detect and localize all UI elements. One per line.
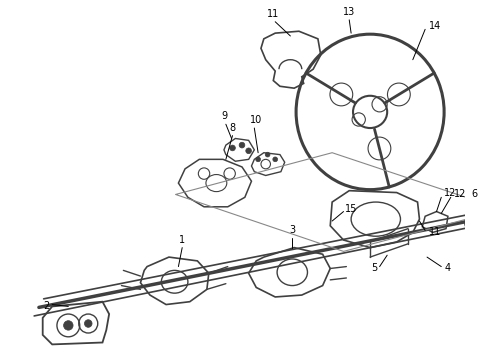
Circle shape: [246, 148, 251, 154]
Circle shape: [239, 142, 245, 148]
Text: 2: 2: [43, 301, 49, 311]
Circle shape: [265, 152, 270, 157]
Text: 12: 12: [444, 188, 457, 198]
Text: 1: 1: [179, 235, 185, 245]
Circle shape: [471, 219, 478, 227]
Text: 10: 10: [250, 115, 262, 125]
Circle shape: [273, 157, 277, 162]
Text: 4: 4: [444, 264, 450, 274]
Text: 11: 11: [429, 228, 441, 238]
Text: 9: 9: [221, 111, 227, 121]
Text: 8: 8: [229, 123, 236, 133]
Text: 12: 12: [454, 189, 466, 199]
Ellipse shape: [353, 96, 387, 128]
Ellipse shape: [161, 270, 188, 293]
Text: 5: 5: [371, 264, 378, 274]
Text: 13: 13: [343, 7, 355, 17]
Text: 15: 15: [345, 204, 358, 214]
Circle shape: [256, 157, 261, 162]
Circle shape: [64, 321, 73, 330]
Circle shape: [84, 320, 92, 327]
Text: 14: 14: [429, 22, 441, 31]
Circle shape: [230, 145, 235, 151]
Ellipse shape: [277, 259, 307, 285]
Ellipse shape: [351, 202, 400, 236]
Text: 3: 3: [289, 225, 295, 235]
Text: 6: 6: [471, 189, 478, 199]
Text: 11: 11: [267, 9, 279, 19]
